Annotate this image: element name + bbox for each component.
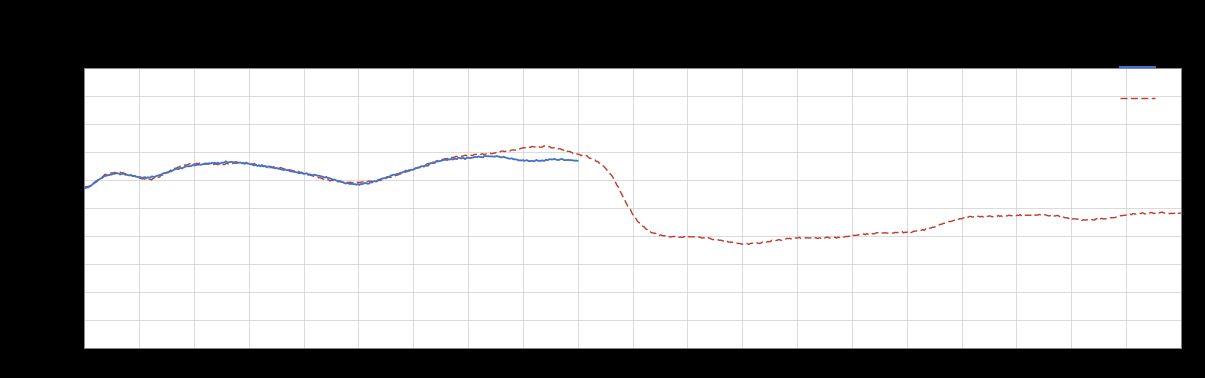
Legend: , : ,	[1119, 61, 1158, 106]
